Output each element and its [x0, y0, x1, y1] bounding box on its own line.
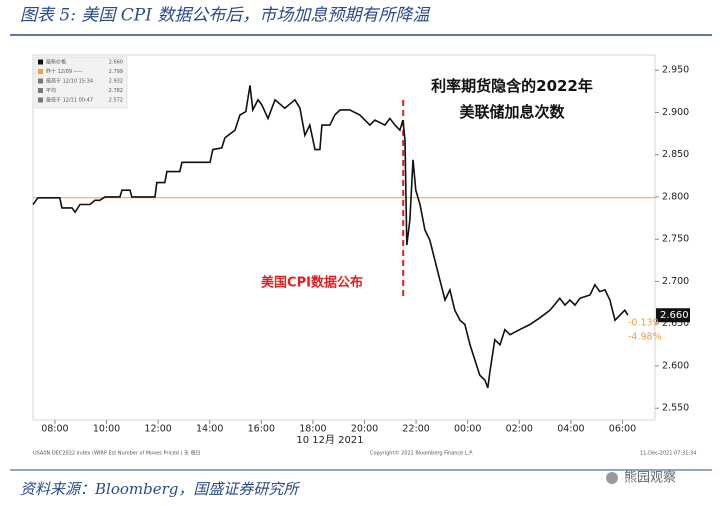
y-tick-label: 2.950 — [662, 65, 689, 76]
legend-value: 2.932 — [109, 79, 123, 85]
legend-swatch — [38, 97, 43, 103]
legend-swatch — [38, 78, 43, 84]
last-value-label: 2.660 — [660, 310, 689, 321]
date-label: 10 12月 2021 — [296, 434, 363, 446]
legend-value: 2.660 — [109, 60, 123, 66]
y-tick-label: 2.750 — [662, 234, 689, 245]
legend-swatch — [38, 59, 43, 65]
legend-label: 平均 — [46, 87, 56, 94]
y-tick-label: 2.800 — [662, 191, 689, 202]
watermark: 熊园观察 — [624, 470, 676, 486]
x-tick-label: 22:00 — [402, 424, 429, 435]
legend-label: 最新价格 — [46, 59, 66, 66]
watermark-icon — [606, 472, 618, 484]
legend-value: 2.572 — [109, 98, 123, 104]
x-tick-label: 00:00 — [454, 424, 481, 435]
footer-mid: Copyright© 2021 Bloomberg Finance L.P. — [370, 450, 473, 457]
last-value-box — [656, 308, 690, 323]
x-tick-label: 08:00 — [41, 424, 68, 435]
y-tick-label: 2.850 — [662, 149, 689, 160]
legend-label: 最低于 12/11 00:47 — [46, 97, 93, 104]
change-pct-label: -4.98% — [628, 332, 662, 343]
y-tick-label: 2.550 — [662, 403, 689, 414]
legend-value: 2.782 — [109, 88, 123, 94]
x-tick-label: 14:00 — [196, 424, 223, 435]
x-tick-label: 16:00 — [248, 424, 275, 435]
y-tick-label: 2.700 — [662, 276, 689, 287]
legend-value: 2.799 — [109, 69, 123, 75]
x-tick-label: 20:00 — [351, 424, 378, 435]
x-tick-label: 12:00 — [144, 424, 171, 435]
x-tick-label: 06:00 — [609, 424, 636, 435]
title: 图表 5: 美国 CPI 数据公布后，市场加息预期有所降温 — [20, 6, 431, 26]
y-tick-label: 2.650 — [662, 318, 689, 329]
legend-label: 最高于 12/10 15:34 — [46, 78, 93, 85]
source: 资料来源：Bloomberg，国盛证券研究所 — [20, 480, 300, 498]
x-tick-label: 02:00 — [506, 424, 533, 435]
plot-frame — [32, 54, 656, 421]
legend-label: 昨十 12/09 ----- — [46, 68, 83, 75]
change-label: -0.139 — [628, 318, 659, 329]
event-label: 美国CPI数据公布 — [261, 275, 363, 291]
x-tick-label: 10:00 — [93, 424, 120, 435]
legend-box — [34, 56, 128, 109]
legend-swatch — [38, 69, 43, 74]
x-tick-label: 18:00 — [299, 424, 326, 435]
annotation: 利率期货隐含的2022年美联储加息次数 — [431, 77, 593, 121]
y-tick-label: 2.600 — [662, 360, 689, 371]
x-tick-label: 04:00 — [557, 424, 584, 435]
y-tick-label: 2.900 — [662, 107, 689, 118]
legend-swatch — [38, 88, 43, 93]
footer-right: 11-Dec-2021 07:31:34 — [640, 451, 696, 457]
series-line — [32, 85, 629, 389]
footer-left: USA0N DEC2022 Index (WIRP Est Number of … — [33, 450, 201, 457]
